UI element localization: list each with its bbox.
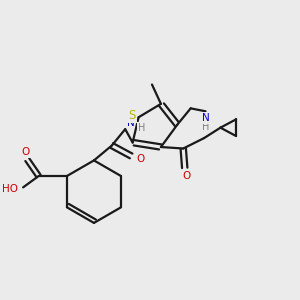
Text: N: N <box>127 118 134 128</box>
Text: HO: HO <box>2 184 18 194</box>
Text: H: H <box>202 122 209 132</box>
Text: O: O <box>136 154 144 164</box>
Text: O: O <box>182 171 190 181</box>
Text: H: H <box>138 123 145 133</box>
Text: S: S <box>128 109 136 122</box>
Text: N: N <box>202 113 209 123</box>
Text: O: O <box>22 147 30 157</box>
